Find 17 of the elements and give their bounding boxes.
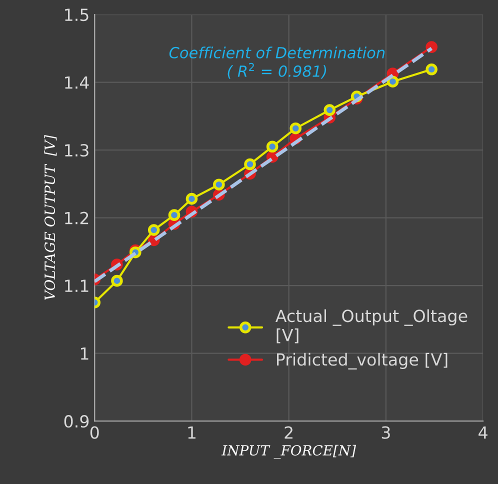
y-tick-label: 1 (80, 348, 88, 360)
x-tick-label: 2 (284, 426, 292, 439)
x-tick-label: 1 (188, 426, 196, 439)
annotation: Coefficient of Determination ( R$^{2}$ = 0.981) (169, 46, 385, 79)
y-tick-label: 0.9 (64, 415, 89, 428)
y-tick-label: 1.5 (65, 8, 88, 22)
y-tick-label: 1.2 (65, 212, 88, 224)
x-tick-label: 3 (382, 426, 390, 439)
y-axis-title: VOLTAGE OUTPUT [V] (44, 135, 57, 300)
x-tick-label: 4 (478, 426, 488, 439)
y-tick-label: 1.4 (65, 76, 89, 89)
y-tick-label: 1.3 (65, 144, 88, 157)
x-axis-title: INPUT _FORCE[N] (221, 444, 356, 459)
y-tick-label: 1.1 (65, 280, 88, 292)
legend-label: Actual _Output _Oltage [V] (275, 309, 468, 344)
x-tick-label: 0 (90, 426, 99, 439)
legend-label: Pridicted_voltage [V] (276, 352, 448, 370)
